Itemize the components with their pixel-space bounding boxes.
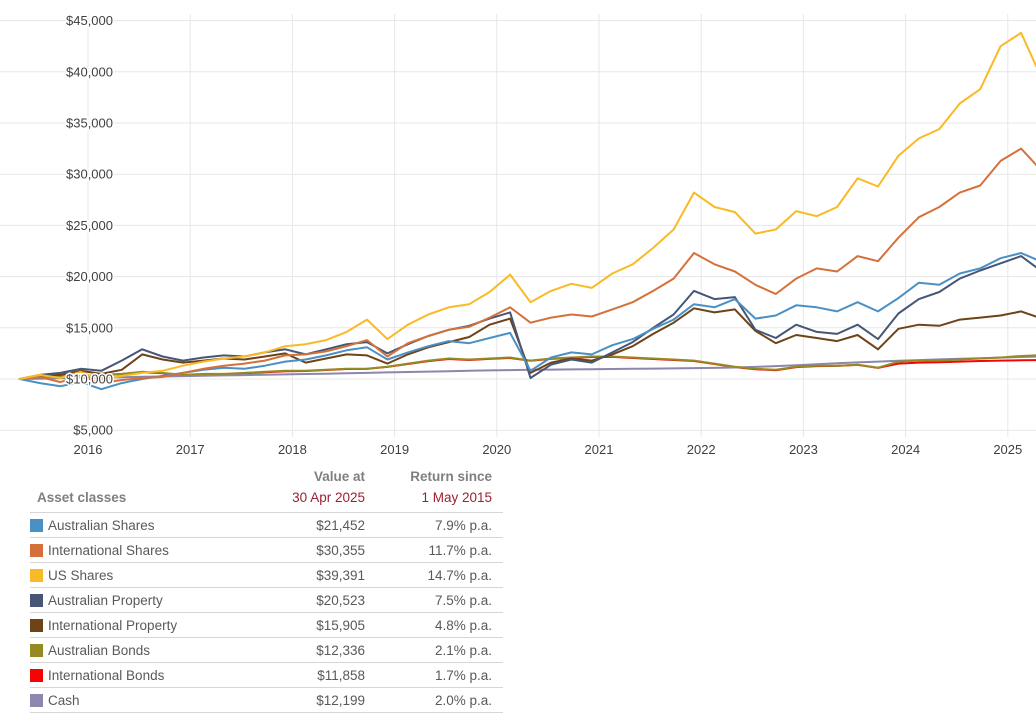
table-row[interactable]: Cash $12,199 2.0% p.a.: [30, 688, 503, 713]
series-swatch: [30, 643, 43, 657]
return-since-header: Return since 1 May 2015: [410, 469, 492, 505]
series-line-international-property[interactable]: [18, 307, 1036, 380]
asset-class-label: International Shares: [48, 542, 169, 558]
series-swatch: [30, 568, 43, 582]
asset-classes-table: Asset classes Value at 30 Apr 2025 Retur…: [30, 466, 503, 713]
table-row[interactable]: Australian Bonds $12,336 2.1% p.a.: [30, 638, 503, 663]
x-axis-label: 2022: [687, 442, 716, 457]
x-axis-label: 2018: [278, 442, 307, 457]
asset-return: 2.0% p.a.: [434, 692, 492, 708]
asset-value: $39,391: [316, 567, 365, 583]
y-axis-label: $5,000: [73, 423, 113, 438]
y-axis-label: $30,000: [66, 167, 113, 182]
asset-return: 14.7% p.a.: [427, 567, 492, 583]
table-header: Asset classes Value at 30 Apr 2025 Retur…: [30, 466, 503, 513]
asset-value: $30,355: [316, 542, 365, 558]
table-body: Australian Shares $21,452 7.9% p.a. Interna…: [30, 513, 503, 713]
asset-class-label: US Shares: [48, 567, 114, 583]
series-swatch: [30, 693, 43, 707]
x-axis-label: 2017: [176, 442, 205, 457]
y-axis-label: $15,000: [66, 320, 113, 335]
y-axis-label: $10,000: [66, 372, 113, 387]
x-axis-label: 2025: [993, 442, 1022, 457]
asset-class-label: Australian Shares: [48, 517, 155, 533]
y-axis-label: $45,000: [66, 13, 113, 28]
asset-class-label: Australian Property: [48, 592, 163, 608]
y-axis-label: $20,000: [66, 269, 113, 284]
table-row[interactable]: International Shares $30,355 11.7% p.a.: [30, 538, 503, 563]
series-swatch: [30, 593, 43, 607]
series-line-australian-bonds[interactable]: [18, 354, 1036, 380]
asset-value: $21,452: [316, 517, 365, 533]
asset-value: $20,523: [316, 592, 365, 608]
asset-class-label: International Property: [48, 617, 178, 633]
asset-return: 2.1% p.a.: [434, 642, 492, 658]
asset-return: 7.9% p.a.: [434, 517, 492, 533]
x-axis-label: 2019: [380, 442, 409, 457]
series-swatch: [30, 543, 43, 557]
series-line-us-shares[interactable]: [18, 31, 1036, 381]
y-axis-label: $35,000: [66, 116, 113, 131]
series-line-international-shares[interactable]: [18, 147, 1036, 385]
asset-class-label: Cash: [48, 692, 80, 708]
x-axis-label: 2024: [891, 442, 920, 457]
x-axis-label: 2016: [74, 442, 103, 457]
table-row[interactable]: International Bonds $11,858 1.7% p.a.: [30, 663, 503, 688]
asset-return: 4.8% p.a.: [434, 617, 492, 633]
table-row[interactable]: Australian Property $20,523 7.5% p.a.: [30, 588, 503, 613]
series-swatch: [30, 618, 43, 632]
y-axis-label: $40,000: [66, 64, 113, 79]
x-axis-label: 2020: [482, 442, 511, 457]
x-axis-label: 2021: [585, 442, 614, 457]
asset-return: 1.7% p.a.: [434, 667, 492, 683]
value-at-header: Value at 30 Apr 2025: [292, 469, 365, 505]
series-swatch: [30, 668, 43, 682]
asset-class-label: International Bonds: [48, 667, 165, 683]
asset-return: 7.5% p.a.: [434, 592, 492, 608]
series-line-australian-property[interactable]: [18, 255, 1036, 380]
asset-return: 11.7% p.a.: [428, 542, 492, 558]
x-axis-label: 2023: [789, 442, 818, 457]
asset-value: $12,199: [316, 692, 365, 708]
asset-class-label: Australian Bonds: [48, 642, 151, 658]
asset-value: $15,905: [316, 617, 365, 633]
asset-classes-header: Asset classes: [37, 490, 127, 505]
table-row[interactable]: Australian Shares $21,452 7.9% p.a.: [30, 513, 503, 538]
series-swatch: [30, 518, 43, 532]
asset-value: $12,336: [316, 642, 365, 658]
table-row[interactable]: International Property $15,905 4.8% p.a.: [30, 613, 503, 638]
asset-value: $11,858: [317, 667, 365, 683]
performance-chart: $45,000 $40,000 $35,000 $30,000 $25,000 $20,0…: [0, 0, 1036, 460]
table-row[interactable]: US Shares $39,391 14.7% p.a.: [30, 563, 503, 588]
y-axis-label: $25,000: [66, 218, 113, 233]
plot-area[interactable]: $45,000 $40,000 $35,000 $30,000 $25,000 $20,0…: [0, 0, 1036, 460]
